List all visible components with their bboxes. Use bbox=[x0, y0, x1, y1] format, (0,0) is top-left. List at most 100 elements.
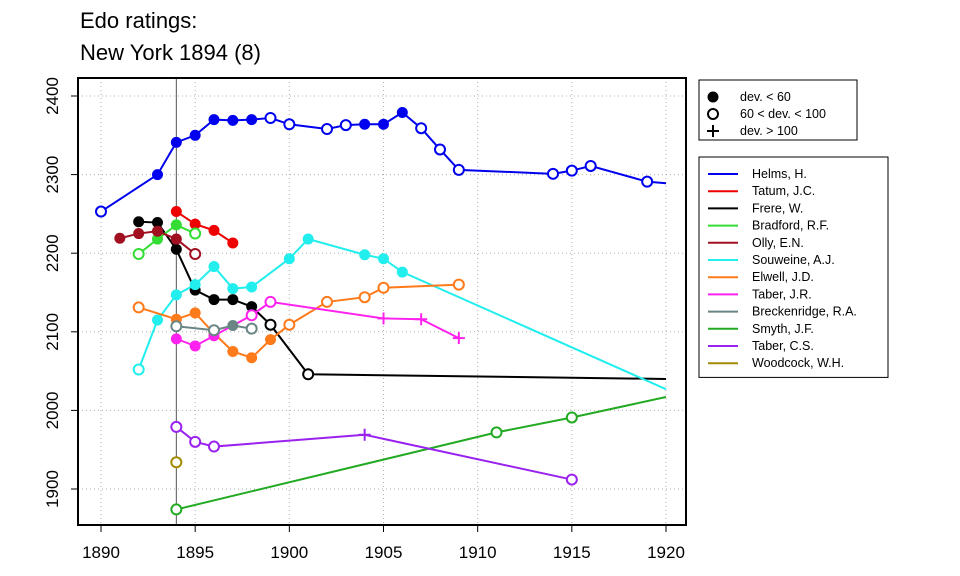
data-point bbox=[95, 205, 107, 218]
data-point bbox=[152, 169, 163, 181]
data-point bbox=[707, 125, 719, 137]
data-point bbox=[359, 249, 371, 261]
data-point bbox=[227, 345, 239, 357]
player-legend: Helms, H. Tatum, J.C. Frere, W. Bradford, R… bbox=[698, 156, 889, 378]
data-point bbox=[283, 118, 296, 131]
y-tick-label: 2200 bbox=[43, 234, 62, 272]
legend-entry-label: Helms, H. bbox=[752, 167, 807, 181]
data-point bbox=[707, 91, 719, 103]
data-point bbox=[321, 123, 333, 136]
legend-entry-label: Elwell, J.D. bbox=[752, 270, 814, 284]
x-tick-label: 1920 bbox=[647, 543, 685, 562]
legend-entry-label: Taber, J.R. bbox=[752, 287, 812, 301]
series-line bbox=[137, 237, 667, 391]
data-point bbox=[452, 163, 465, 176]
legend-entry-label: Woodcock, W.H. bbox=[752, 356, 844, 370]
data-point bbox=[565, 164, 578, 177]
legend-entry-label: Smyth, J.F. bbox=[752, 322, 814, 336]
data-point bbox=[170, 320, 183, 333]
data-point bbox=[189, 279, 201, 291]
data-point bbox=[264, 318, 277, 331]
series-olly-e-n bbox=[114, 225, 202, 260]
data-point bbox=[377, 312, 390, 325]
data-point bbox=[152, 314, 163, 326]
data-point bbox=[245, 322, 258, 335]
data-point bbox=[434, 143, 446, 156]
data-point bbox=[490, 426, 503, 439]
legend-entry-label: Bradford, R.F. bbox=[752, 219, 829, 233]
x-tick-label: 1900 bbox=[270, 543, 308, 562]
data-point bbox=[114, 232, 126, 244]
data-point bbox=[170, 289, 182, 301]
grid-layer bbox=[78, 78, 686, 525]
data-point bbox=[396, 266, 408, 278]
data-point bbox=[246, 352, 258, 364]
series-line bbox=[175, 300, 460, 348]
legend-entry-label: Breckenridge, R.A. bbox=[752, 305, 857, 319]
series-line bbox=[176, 324, 252, 332]
deviation-legend: dev. < 60 60 < dev. < 100 dev. > 100 bbox=[698, 79, 858, 141]
data-point bbox=[208, 114, 220, 126]
data-point bbox=[359, 118, 371, 130]
data-point bbox=[227, 237, 239, 249]
y-tick-label: 2300 bbox=[43, 156, 62, 194]
series-line bbox=[175, 210, 234, 244]
data-point bbox=[208, 294, 220, 306]
y-tick-label: 1900 bbox=[43, 470, 62, 508]
x-tick-label: 1910 bbox=[459, 543, 497, 562]
legend-entry-label: Olly, E.N. bbox=[752, 236, 804, 250]
series-taber-j-r bbox=[170, 295, 465, 352]
data-point bbox=[378, 253, 389, 265]
data-point bbox=[170, 233, 182, 245]
data-point bbox=[170, 243, 182, 255]
data-point bbox=[283, 318, 296, 331]
data-point bbox=[302, 233, 314, 245]
data-point bbox=[132, 301, 145, 314]
data-point bbox=[170, 333, 182, 345]
player-legend-box bbox=[698, 156, 889, 378]
legend-entry-label: Tatum, J.C. bbox=[752, 184, 815, 198]
data-point bbox=[321, 295, 333, 308]
data-point bbox=[283, 253, 295, 265]
series-tatum-j-c bbox=[170, 206, 239, 249]
x-tick-label: 1915 bbox=[553, 543, 591, 562]
data-point bbox=[170, 420, 183, 433]
data-point bbox=[132, 363, 145, 376]
series-line bbox=[100, 111, 667, 213]
data-point bbox=[452, 278, 465, 291]
series-souweine-a-j bbox=[132, 233, 667, 391]
data-point bbox=[641, 175, 654, 188]
series-helms-h bbox=[95, 107, 667, 218]
x-tick-label: 1905 bbox=[365, 543, 403, 562]
legend-layer: dev. < 60 60 < dev. < 100 dev. > 100 Helms,… bbox=[698, 79, 889, 378]
series-breckenridge-r-a bbox=[170, 320, 258, 337]
series-line bbox=[138, 223, 196, 255]
data-point bbox=[170, 503, 183, 516]
data-point bbox=[452, 332, 465, 345]
data-point bbox=[302, 368, 315, 381]
legend-entry-label: Souweine, A.J. bbox=[752, 253, 835, 267]
legend-entry-label: Taber, C.S. bbox=[752, 339, 814, 353]
data-point bbox=[227, 320, 239, 332]
series-taber-c-s bbox=[170, 420, 578, 486]
data-point bbox=[265, 334, 276, 346]
data-point bbox=[584, 159, 597, 172]
data-point bbox=[565, 411, 578, 424]
data-point bbox=[264, 295, 277, 308]
data-point bbox=[208, 224, 220, 236]
data-point bbox=[132, 247, 145, 260]
x-tick-label: 1895 bbox=[176, 543, 214, 562]
series-woodcock-w-h bbox=[170, 456, 183, 469]
deviation-legend-box bbox=[698, 79, 858, 141]
series-line bbox=[175, 426, 573, 481]
chart-title-line2: New York 1894 (8) bbox=[80, 40, 261, 65]
data-point bbox=[189, 435, 202, 448]
axes-layer: 1890 1895 1900 1905 1910 1915 1920 1900 2000 2100… bbox=[43, 77, 687, 562]
data-point bbox=[245, 309, 258, 322]
y-tick-label: 2400 bbox=[43, 77, 62, 115]
data-point bbox=[170, 206, 182, 218]
data-point bbox=[189, 247, 202, 260]
data-point bbox=[133, 228, 145, 240]
data-point bbox=[189, 227, 202, 240]
plot-frame bbox=[77, 77, 687, 526]
